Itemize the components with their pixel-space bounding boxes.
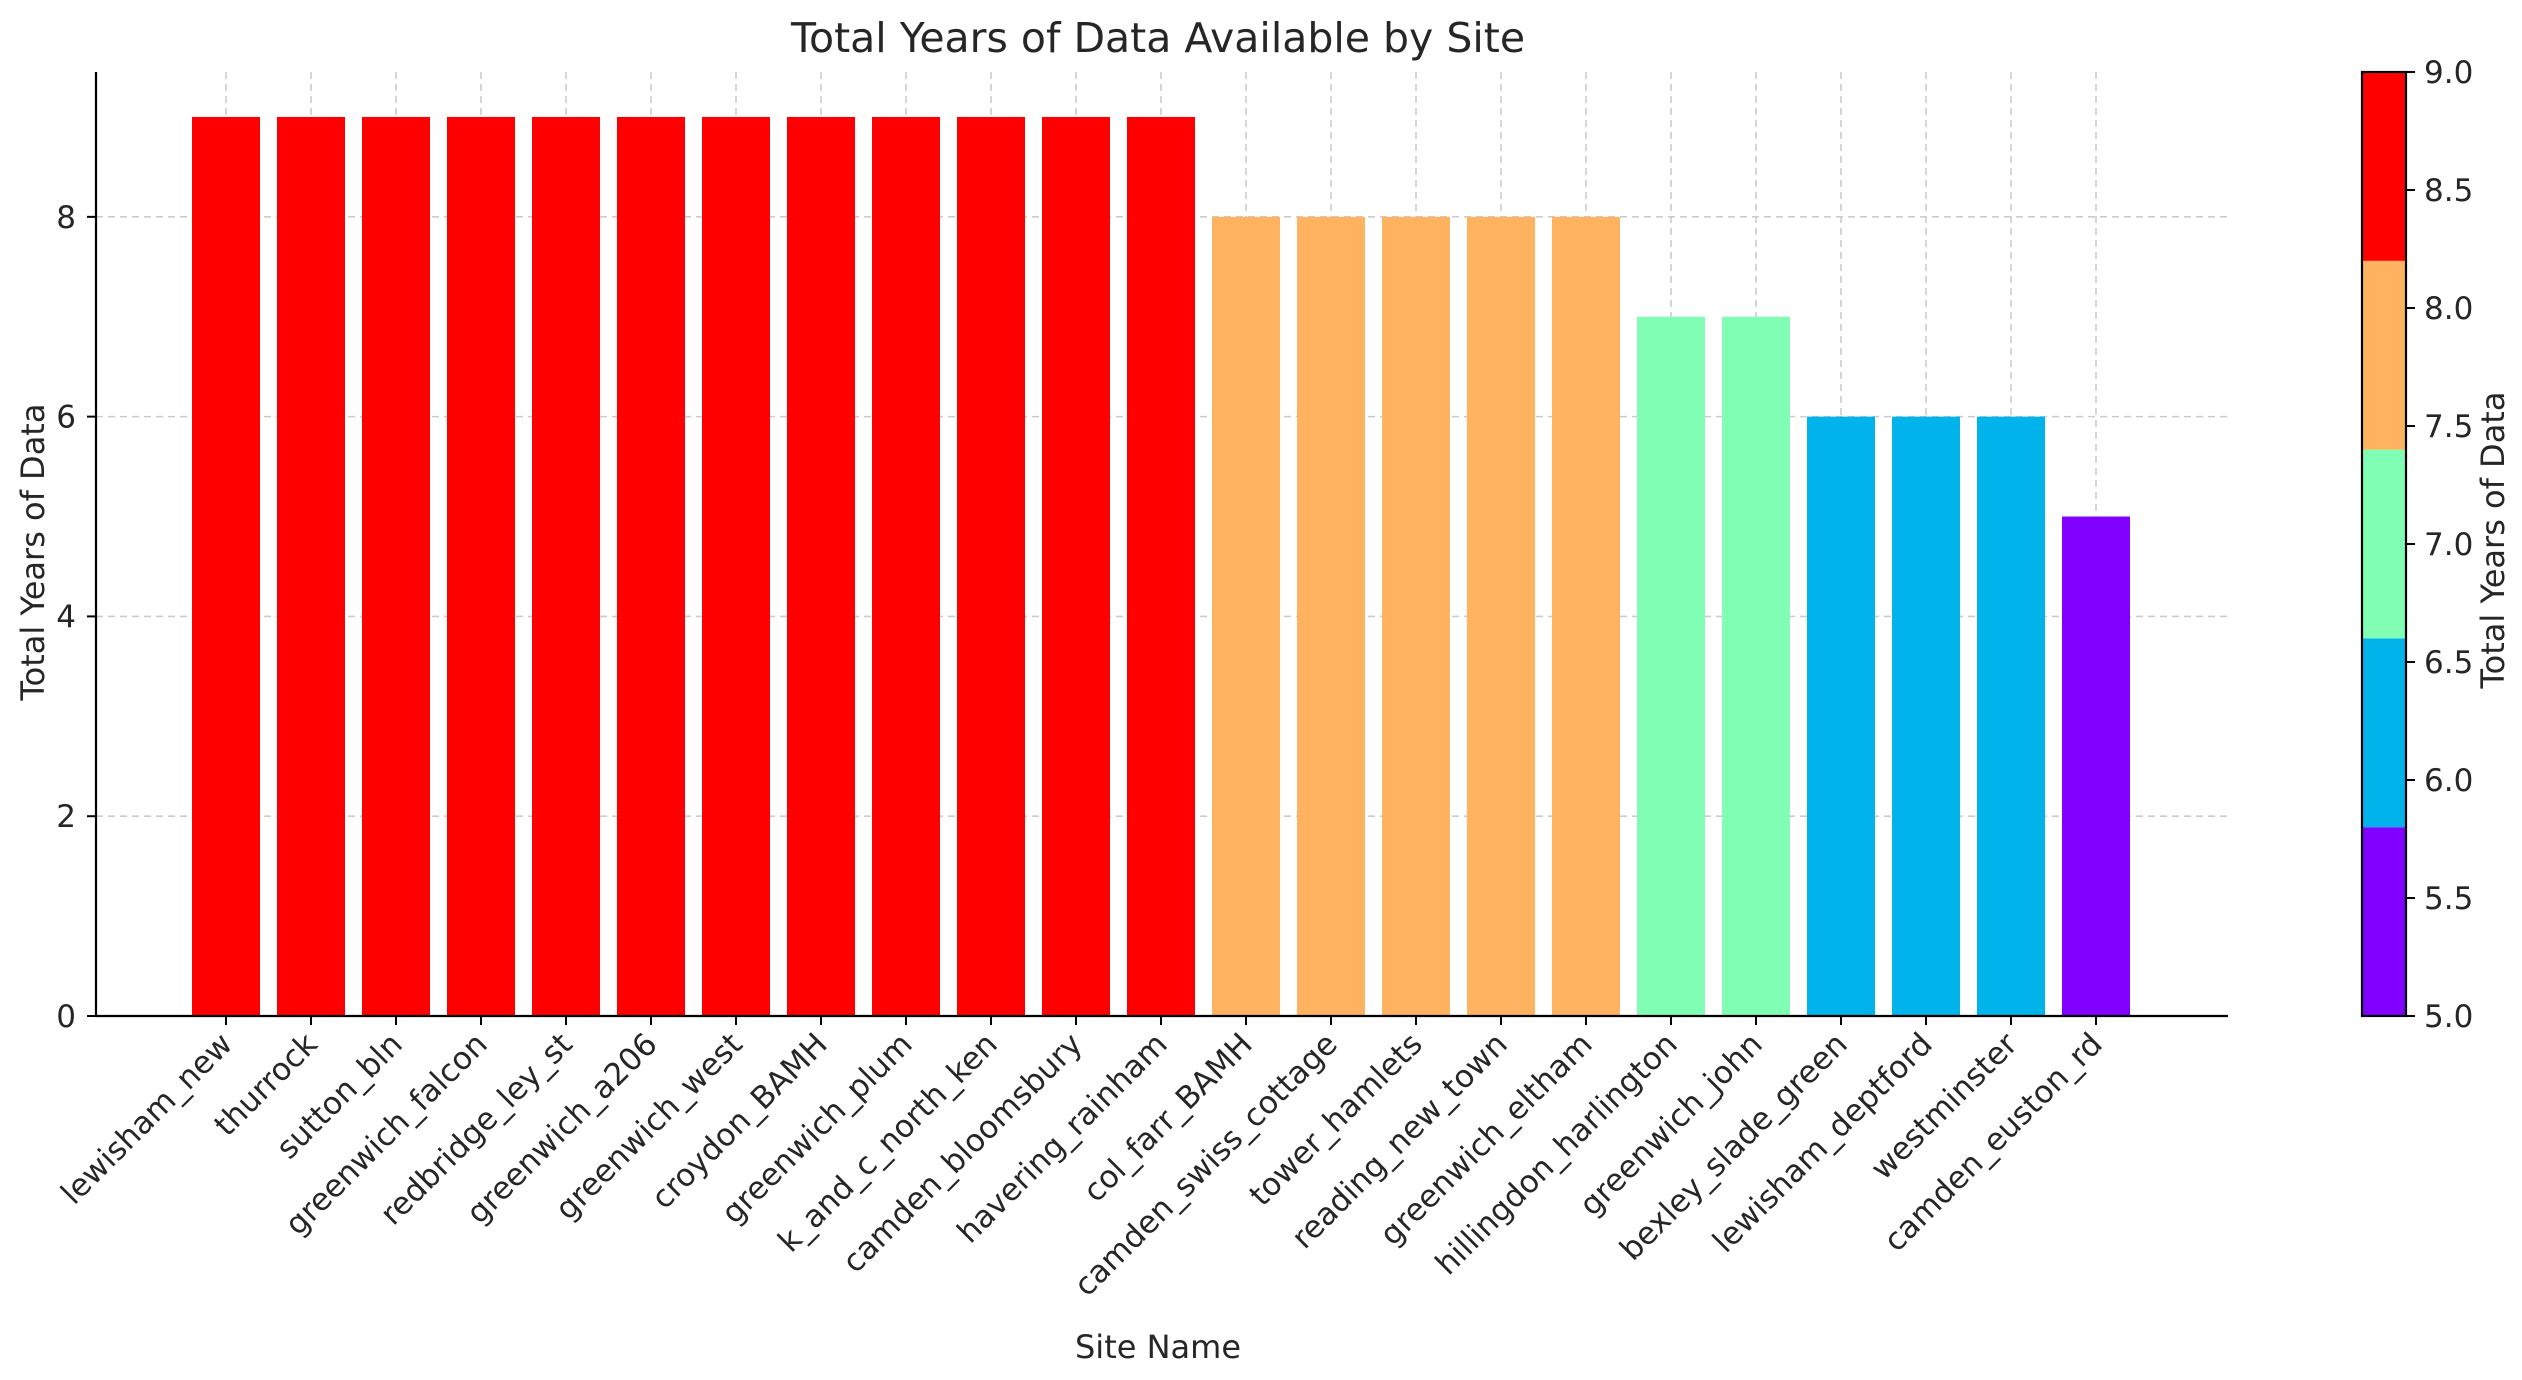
x-axis-label: Site Name	[1075, 1328, 1241, 1366]
y-tick-label: 0	[56, 999, 76, 1035]
y-tick-label: 4	[56, 599, 76, 635]
bar-greenwich_plum	[872, 116, 940, 1016]
colorbar-tick-label: 7.5	[2424, 409, 2473, 445]
colorbar-band	[2362, 260, 2406, 450]
colorbar-label: Total Years of Data	[2474, 392, 2512, 690]
colorbar-tick-label: 5.5	[2424, 881, 2473, 917]
x-axis-ticks: lewisham_newthurrocksutton_blngreenwich_…	[54, 1016, 2110, 1303]
bar-greenwich_a206	[617, 116, 685, 1016]
bar-sutton_bln	[362, 116, 430, 1016]
bar-greenwich_falcon	[447, 116, 515, 1016]
chart-title: Total Years of Data Available by Site	[790, 14, 1525, 62]
bar-redbridge_ley_st	[532, 116, 600, 1016]
y-tick-label: 8	[56, 200, 76, 236]
bar-greenwich_west	[702, 116, 770, 1016]
x-tick-label: westminster	[1864, 1026, 2025, 1187]
colorbar-band	[2362, 72, 2406, 261]
bar-greenwich_eltham	[1552, 216, 1620, 1016]
colorbar-tick-label: 5.0	[2424, 999, 2473, 1035]
y-tick-label: 6	[56, 400, 76, 436]
bar-hillingdon_harlington	[1637, 316, 1705, 1017]
bar-camden_euston_rd	[2062, 516, 2130, 1016]
bar-croydon_BAMH	[787, 116, 855, 1016]
bar-bexley_slade_green	[1807, 416, 1875, 1017]
colorbar-tick-label: 6.0	[2424, 763, 2473, 799]
y-axis-ticks: 0 2 4 6 8	[56, 200, 96, 1035]
y-tick-label: 2	[56, 799, 76, 835]
bar-camden_swiss_cottage	[1297, 216, 1365, 1016]
colorbar-band	[2362, 827, 2406, 1016]
bar-greenwich_john	[1722, 316, 1790, 1017]
colorbar-tick-label: 6.5	[2424, 645, 2473, 681]
bar-westminster	[1977, 416, 2045, 1017]
y-axis-label: Total Years of Data	[14, 404, 52, 702]
bar-lewisham_new	[192, 116, 260, 1016]
bar-lewisham_deptford	[1892, 416, 1960, 1017]
bar-camden_bloomsbury	[1042, 116, 1110, 1016]
colorbar: 5.0 5.5 6.0 6.5 7.0 7.5 8.0 8.5 9.0	[2360, 55, 2473, 1035]
colorbar-tick-label: 8.5	[2424, 173, 2473, 209]
bar-col_farr_BAMH	[1212, 216, 1280, 1016]
bar-havering_rainham	[1127, 116, 1195, 1016]
colorbar-band	[2362, 638, 2406, 828]
bar-reading_new_town	[1467, 216, 1535, 1016]
bar-thurrock	[277, 116, 345, 1016]
colorbar-tick-label: 7.0	[2424, 527, 2473, 563]
colorbar-tick-label: 8.0	[2424, 291, 2473, 327]
bar-k_and_c_north_ken	[957, 116, 1025, 1016]
colorbar-tick-label: 9.0	[2424, 55, 2473, 91]
colorbar-band	[2362, 449, 2406, 639]
bar-tower_hamlets	[1382, 216, 1450, 1016]
bars	[192, 116, 2130, 1017]
